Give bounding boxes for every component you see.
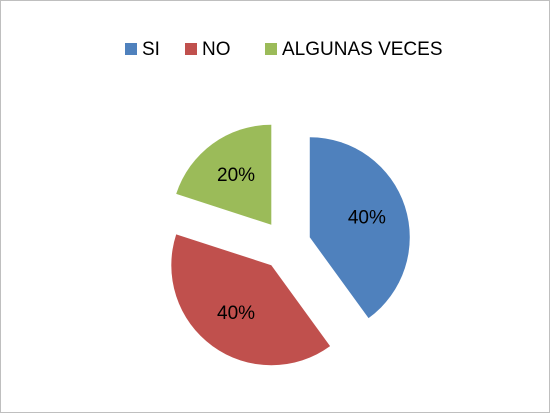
- data-label: 40%: [217, 303, 255, 324]
- pie-slice: [171, 234, 331, 366]
- legend-label: ALGUNAS VECES: [282, 39, 443, 60]
- legend-swatch: [265, 43, 277, 55]
- legend-swatch: [125, 43, 137, 55]
- pie-slice: [176, 124, 272, 225]
- legend-swatch: [185, 43, 197, 55]
- data-label: 20%: [217, 165, 255, 186]
- data-label: 40%: [348, 208, 386, 229]
- pie-slice: [309, 137, 410, 319]
- legend-label: SI: [142, 39, 160, 60]
- legend-label: NO: [202, 39, 231, 60]
